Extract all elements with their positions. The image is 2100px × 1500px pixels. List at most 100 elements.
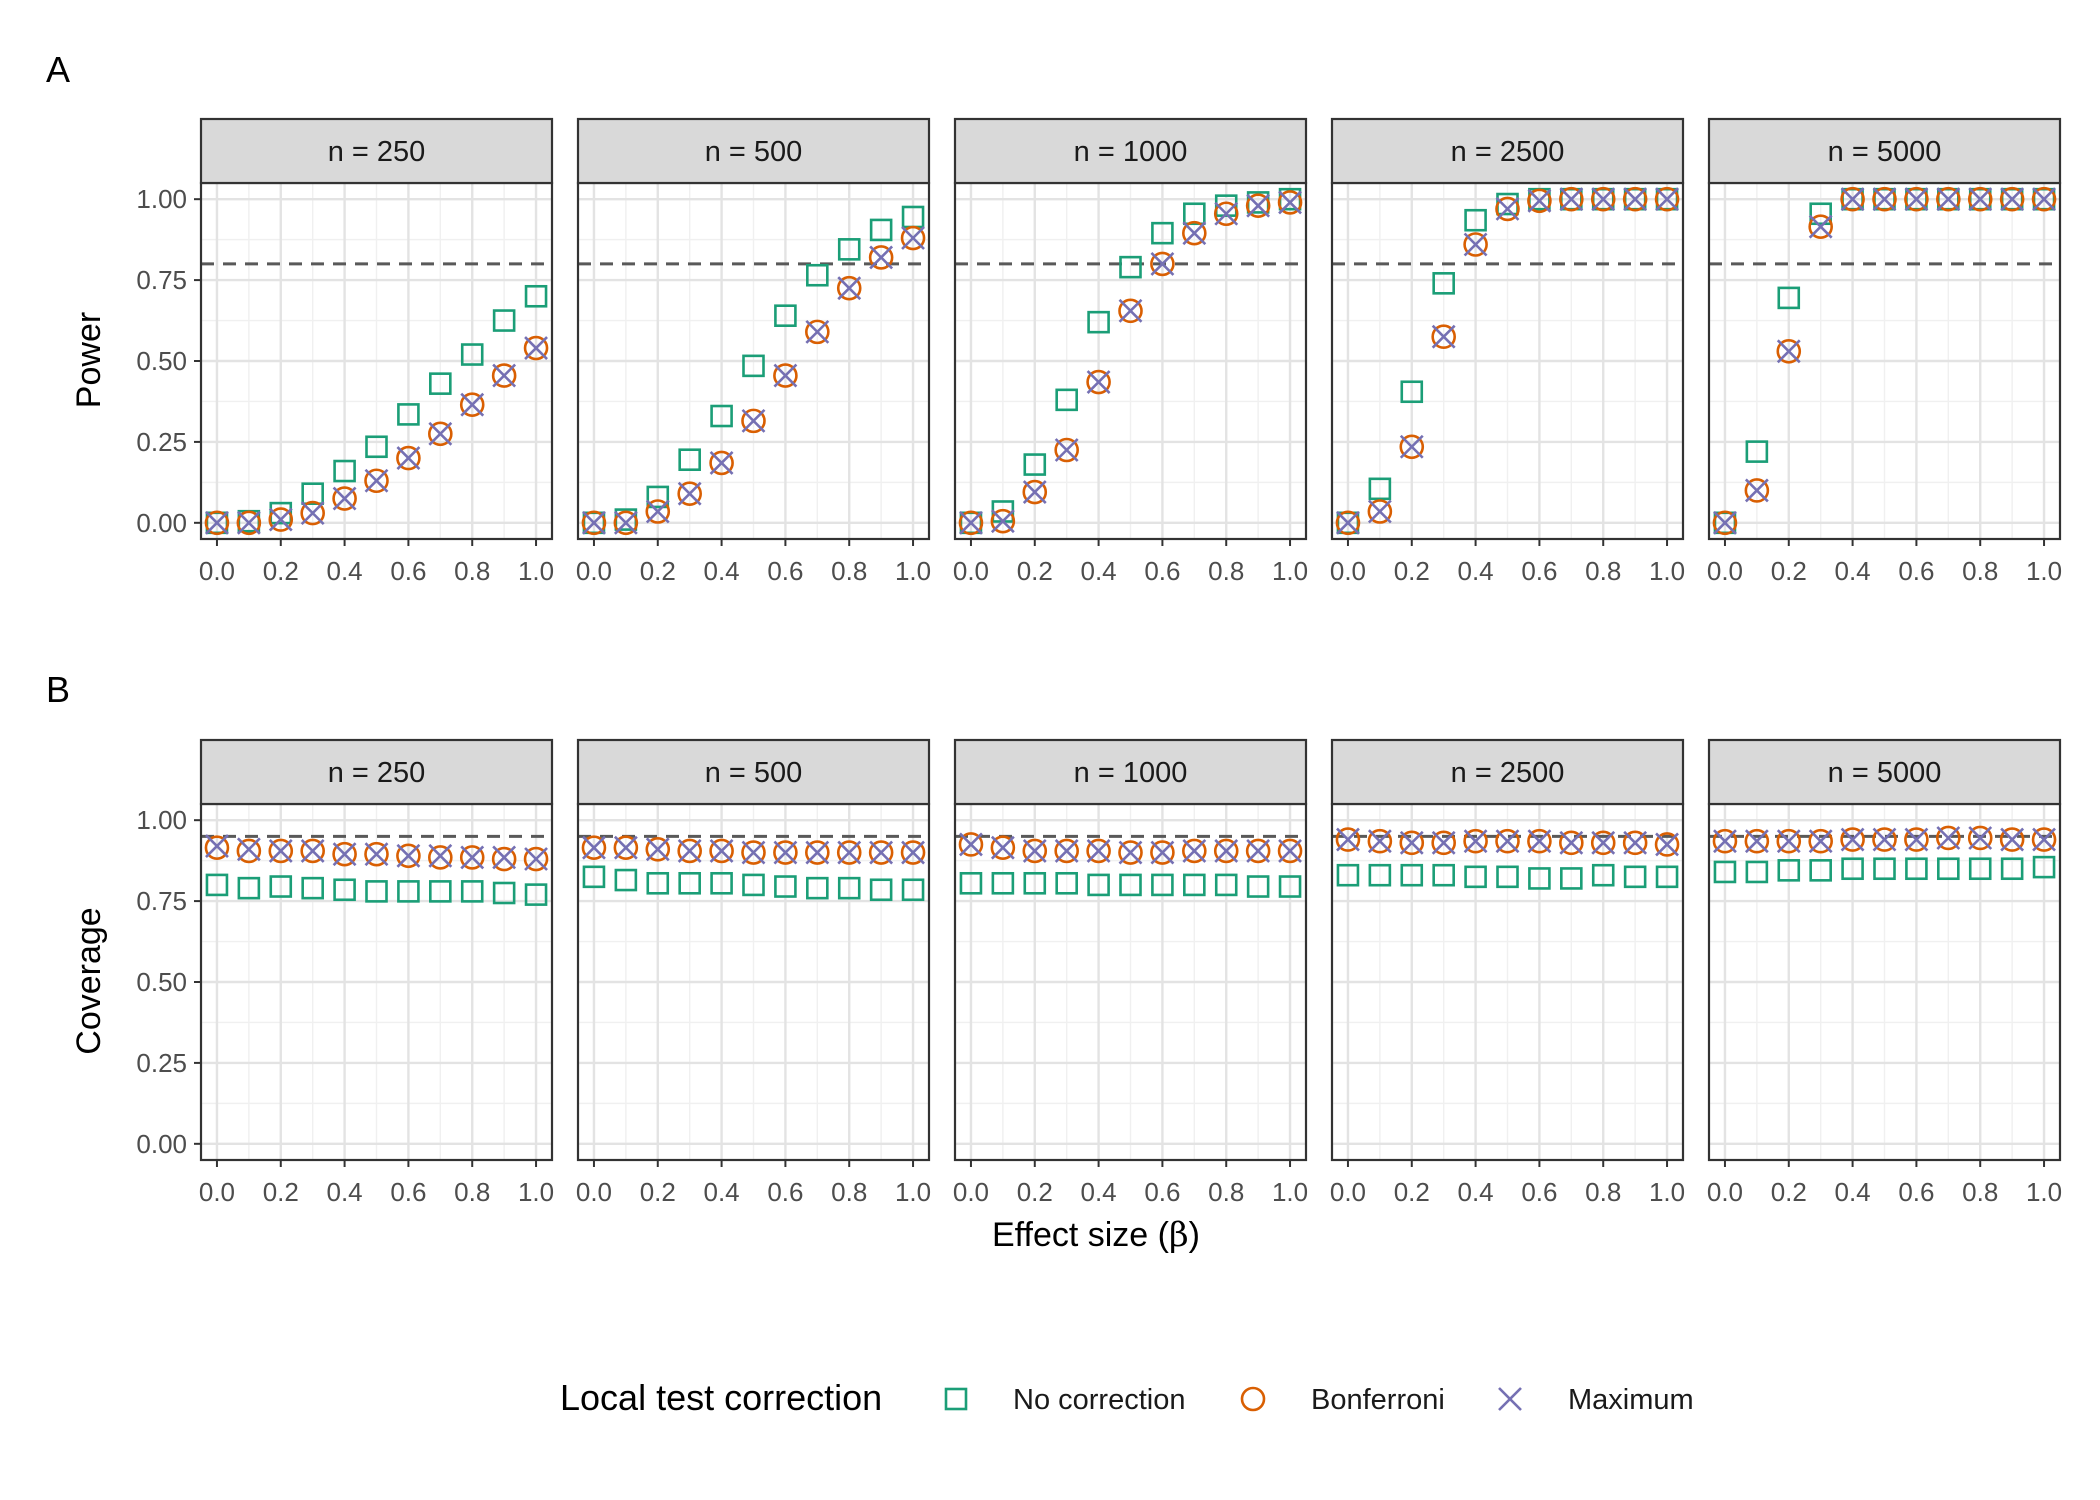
point-maximum <box>1495 829 1520 854</box>
y-tick-label: 0.25 <box>136 1048 187 1078</box>
point-no-correction <box>1777 286 1801 310</box>
point-no-correction <box>1400 380 1424 404</box>
facet-strip <box>953 117 1308 185</box>
facet-strip <box>576 738 931 806</box>
x-tick-label: 0.2 <box>1771 556 1807 586</box>
point-no-correction <box>614 868 638 892</box>
legend-label-no-correction: No correction <box>1013 1384 1185 1416</box>
point-no-correction <box>1464 208 1487 232</box>
y-axis-title: Coverage <box>70 907 108 1054</box>
point-bonferroni <box>677 838 702 864</box>
point-no-correction <box>1183 202 1206 226</box>
x-tick-label: 0.6 <box>1521 1177 1557 1207</box>
point-no-correction <box>710 871 733 895</box>
point-maximum <box>2032 187 2056 212</box>
facet-strip-label: n = 1000 <box>1074 757 1188 789</box>
point-bonferroni <box>1559 830 1584 856</box>
point-bonferroni <box>523 846 549 872</box>
point-bonferroni <box>868 840 894 865</box>
point-no-correction <box>269 875 293 898</box>
point-bonferroni <box>1744 478 1770 503</box>
point-maximum <box>741 840 766 865</box>
point-bonferroni <box>459 845 485 870</box>
point-bonferroni <box>1527 828 1552 854</box>
point-maximum <box>2000 827 2025 852</box>
point-maximum <box>1527 829 1552 854</box>
point-maximum <box>1214 839 1239 863</box>
point-maximum <box>268 507 293 532</box>
point-maximum <box>1431 830 1456 855</box>
point-bonferroni <box>1399 434 1425 460</box>
point-bonferroni <box>581 835 607 860</box>
x-tick-label: 0.6 <box>390 1177 426 1207</box>
point-no-correction <box>582 865 606 889</box>
legend-label-maximum: Maximum <box>1568 1384 1694 1416</box>
point-bonferroni <box>1622 830 1648 856</box>
point-bonferroni <box>396 445 421 471</box>
point-bonferroni <box>1936 825 1961 851</box>
point-bonferroni <box>773 840 798 865</box>
legend: Local test correction No correction Bonf… <box>560 1377 1694 1418</box>
point-no-correction <box>742 354 765 378</box>
x-tick-label: 0.0 <box>1330 1177 1366 1207</box>
point-maximum <box>364 468 389 493</box>
point-bonferroni <box>1463 828 1488 854</box>
point-bonferroni <box>1999 186 2025 212</box>
x-tick-label: 0.6 <box>1898 556 1934 586</box>
point-bonferroni <box>1150 251 1175 277</box>
x-tick-label: 0.6 <box>1144 556 1180 586</box>
point-maximum <box>1713 510 1737 535</box>
point-maximum <box>1776 339 1801 364</box>
coverage-panel-row: Coverage n = 250 0.0 0.2 0.4 0.6 0.8 1.0 0.00 0.2… <box>70 738 2062 1207</box>
point-no-correction <box>205 873 229 897</box>
x-tick-label: 1.0 <box>518 556 554 586</box>
x-axis-title-suffix: ) <box>1189 1216 1200 1254</box>
point-maximum <box>1936 826 1961 850</box>
x-tick-label: 0.4 <box>1458 1177 1494 1207</box>
point-maximum <box>645 837 670 862</box>
point-maximum <box>1118 298 1143 323</box>
point-maximum <box>709 451 734 475</box>
point-maximum <box>1591 830 1616 855</box>
x-tick-label: 0.2 <box>263 1177 299 1207</box>
x-tick-label: 0.6 <box>1898 1177 1934 1207</box>
point-bonferroni <box>741 840 766 865</box>
point-no-correction <box>837 876 861 900</box>
point-maximum <box>524 847 548 871</box>
point-maximum <box>268 839 293 863</box>
point-no-correction <box>1119 255 1142 279</box>
panel-tag-b: B <box>46 669 70 710</box>
facet-strip <box>1330 738 1685 806</box>
facet-strip-label: n = 250 <box>328 136 426 168</box>
point-bonferroni <box>805 840 830 865</box>
point-no-correction <box>1809 202 1832 226</box>
point-bonferroni <box>581 510 607 536</box>
point-maximum <box>1655 832 1679 857</box>
point-no-correction <box>1496 865 1519 889</box>
point-no-correction <box>1777 859 1801 882</box>
point-maximum <box>773 363 798 388</box>
panel-tag-a: A <box>46 49 70 90</box>
x-tick-label: 1.0 <box>895 556 931 586</box>
facet-strip <box>199 738 554 806</box>
x-tick-label: 0.8 <box>1208 1177 1244 1207</box>
point-bonferroni <box>1808 828 1833 854</box>
x-axis-title: Effect size (β) <box>992 1215 1200 1255</box>
point-maximum <box>1744 478 1769 503</box>
x-tick-label: 1.0 <box>1649 1177 1685 1207</box>
x-tick-label: 0.8 <box>454 1177 490 1207</box>
point-bonferroni <box>396 843 421 869</box>
point-no-correction <box>1336 863 1360 887</box>
legend-key-maximum <box>1498 1387 1522 1411</box>
point-maximum <box>959 510 983 535</box>
x-tick-label: 0.0 <box>199 1177 235 1207</box>
point-maximum <box>1022 480 1047 504</box>
point-no-correction <box>1905 857 1928 881</box>
x-tick-label: 1.0 <box>518 1177 554 1207</box>
point-bonferroni <box>268 838 294 864</box>
point-bonferroni <box>1431 830 1456 856</box>
y-tick-label: 0.00 <box>136 508 187 538</box>
point-maximum <box>1463 232 1488 257</box>
point-no-correction <box>301 876 324 900</box>
facet-strip <box>1707 117 2062 185</box>
